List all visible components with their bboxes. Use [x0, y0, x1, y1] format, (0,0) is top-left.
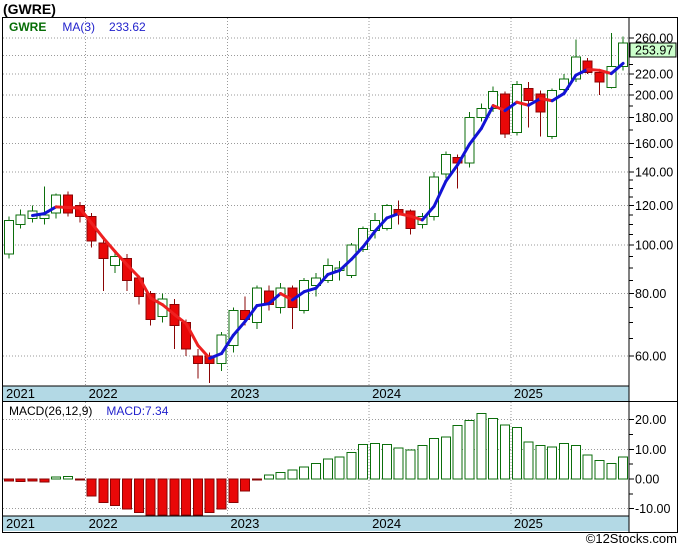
price-legend: GWRE MA(3) 233.62 — [9, 20, 146, 34]
svg-text:-10.00: -10.00 — [635, 502, 670, 516]
legend-symbol: GWRE — [9, 20, 47, 34]
svg-text:60.00: 60.00 — [635, 349, 666, 363]
svg-text:200.00: 200.00 — [635, 88, 673, 102]
macd-chart-svg: 2021 2022 2023 2024 2025 20.00 10.00 0.00 -10.00 — [3, 402, 670, 532]
svg-text:180.00: 180.00 — [635, 111, 673, 125]
svg-text:2022: 2022 — [89, 386, 118, 401]
svg-text:120.00: 120.00 — [635, 199, 673, 213]
svg-text:2024: 2024 — [372, 516, 401, 531]
macd-value-label: MACD:7.34 — [106, 404, 169, 418]
svg-text:2023: 2023 — [230, 386, 259, 401]
svg-text:253.97: 253.97 — [635, 44, 673, 58]
svg-text:260.00: 260.00 — [635, 32, 673, 46]
legend-ma-label: MA(3) — [62, 20, 96, 34]
svg-text:2022: 2022 — [89, 516, 118, 531]
svg-text:220.00: 220.00 — [635, 68, 673, 82]
svg-text:2023: 2023 — [230, 516, 259, 531]
svg-text:2024: 2024 — [372, 386, 401, 401]
svg-text:20.00: 20.00 — [635, 413, 666, 427]
price-panel: 2021 2022 2023 2024 2025 260.00 220.00 200.00 18… — [2, 17, 678, 402]
svg-text:0.00: 0.00 — [635, 473, 659, 487]
price-chart-svg: 2021 2022 2023 2024 2025 260.00 220.00 200.00 18… — [3, 18, 677, 401]
svg-text:2021: 2021 — [6, 386, 35, 401]
ticker-title: (GWRE) — [3, 1, 56, 17]
svg-text:160.00: 160.00 — [635, 137, 673, 151]
svg-text:10.00: 10.00 — [635, 443, 666, 457]
watermark: ©12Stocks.com — [585, 531, 677, 546]
svg-text:2021: 2021 — [6, 516, 35, 531]
macd-params-label: MACD(26,12,9) — [9, 404, 93, 418]
svg-text:2025: 2025 — [514, 516, 543, 531]
legend-ma-value: 233.62 — [109, 20, 146, 34]
macd-legend: MACD(26,12,9) MACD:7.34 — [9, 404, 168, 418]
svg-text:2025: 2025 — [514, 386, 543, 401]
svg-text:140.00: 140.00 — [635, 166, 673, 180]
svg-text:100.00: 100.00 — [635, 239, 673, 253]
macd-panel: 2021 2022 2023 2024 2025 20.00 10.00 0.00 -10.00… — [2, 401, 678, 533]
svg-text:80.00: 80.00 — [635, 287, 666, 301]
